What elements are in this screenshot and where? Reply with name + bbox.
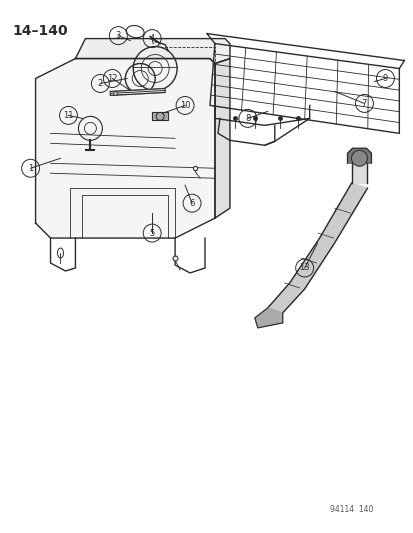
- Text: 14–140: 14–140: [13, 23, 68, 38]
- Text: 10: 10: [179, 101, 190, 110]
- Polygon shape: [110, 88, 165, 95]
- Text: 2: 2: [97, 79, 103, 88]
- Polygon shape: [347, 148, 370, 163]
- Text: 94114  140: 94114 140: [329, 505, 372, 514]
- Text: 3: 3: [115, 31, 121, 40]
- Text: 5: 5: [149, 229, 154, 238]
- Polygon shape: [351, 163, 367, 183]
- Polygon shape: [267, 183, 367, 313]
- Polygon shape: [75, 38, 229, 63]
- Text: 6: 6: [189, 199, 194, 208]
- Text: 12: 12: [107, 74, 117, 83]
- Text: 9: 9: [382, 74, 387, 83]
- Polygon shape: [152, 112, 168, 120]
- Circle shape: [351, 150, 367, 166]
- Text: 7: 7: [361, 99, 366, 108]
- Text: 8: 8: [244, 114, 250, 123]
- Text: 11: 11: [63, 111, 74, 120]
- Text: 1: 1: [28, 164, 33, 173]
- Text: 4: 4: [149, 34, 154, 43]
- Polygon shape: [36, 59, 214, 238]
- Polygon shape: [214, 59, 229, 218]
- Polygon shape: [254, 308, 282, 328]
- Text: 13: 13: [299, 263, 309, 272]
